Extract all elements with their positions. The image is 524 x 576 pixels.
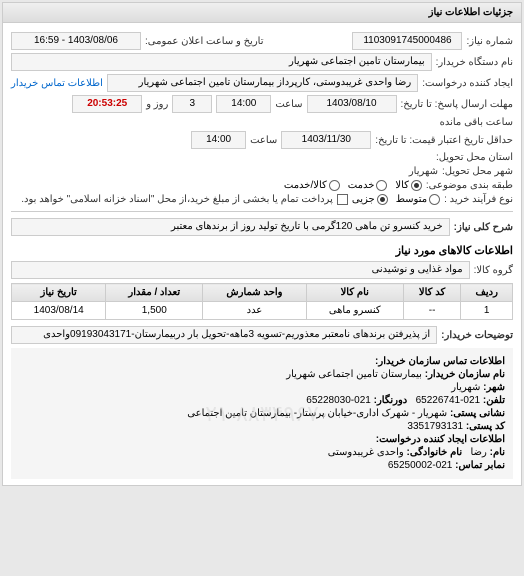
panel-title: جزئیات اطلاعات نیاز <box>3 3 521 23</box>
cell: 1,500 <box>106 302 203 320</box>
c-fax: 021-65228030 <box>306 395 371 406</box>
buyer-org-field: بیمارستان تامین اجتماعی شهریار <box>11 53 432 71</box>
c-city-label: شهر: <box>483 382 505 393</box>
notes-label: توضیحات خریدار: <box>441 330 513 341</box>
goods-title: اطلاعات کالاهای مورد نیاز <box>11 244 513 257</box>
cell: کنسرو ماهی <box>306 302 403 320</box>
treasury-checkbox[interactable] <box>337 194 348 205</box>
col-0: ردیف <box>461 284 513 302</box>
contact-link[interactable]: اطلاعات تماس خریدار <box>11 78 103 89</box>
col-4: تعداد / مقدار <box>106 284 203 302</box>
c-tel: 021-65226741 <box>416 395 481 406</box>
c-fax-label: دورنگار: <box>374 395 408 406</box>
requester-label: ایجاد کننده درخواست: <box>422 78 513 89</box>
r-family: واحدی غریبدوستی <box>328 447 404 458</box>
radio-icon <box>377 194 388 205</box>
type-opt-1[interactable]: جزیی <box>352 194 388 205</box>
contact-block: ۰۲۱-۸۸۳۴۹۶۷۰ اطلاعات تماس سازمان خریدار:… <box>11 348 513 479</box>
deadline-label: مهلت ارسال پاسخ: تا تاریخ: <box>401 99 513 110</box>
c-org: بیمارستان تامین اجتماعی شهریار <box>286 369 422 380</box>
countdown-field: 20:53:25 <box>72 95 142 113</box>
contact-title: اطلاعات تماس سازمان خریدار: <box>375 356 505 367</box>
time-label-1: ساعت <box>275 99 302 110</box>
deadline-time: 14:00 <box>216 95 271 113</box>
delivery-city-label: شهر محل تحویل: <box>442 166 513 177</box>
desc-field: خرید کنسرو تن ماهی 120گرمی با تاریخ تولی… <box>11 218 450 236</box>
pack-radio-group: کالا خدمت کالا/خدمت <box>284 180 422 191</box>
cell: 1 <box>461 302 513 320</box>
type-label: نوع فرآیند خرید : <box>444 194 513 205</box>
cell: -- <box>403 302 461 320</box>
validity-time: 14:00 <box>191 131 246 149</box>
table-header-row: ردیف کد کالا نام کالا واحد شمارش تعداد /… <box>12 284 513 302</box>
validity-label: حداقل تاریخ اعتبار قیمت: تا تاریخ: <box>375 135 513 146</box>
c-post: 3351793131 <box>407 421 463 432</box>
buyer-org-label: نام دستگاه خریدار: <box>436 57 513 68</box>
need-no-field: 1103091745000486 <box>352 32 462 50</box>
time-label-2: ساعت <box>250 135 277 146</box>
c-addr: شهریار - شهرک اداری-خیابان پرستار- بیمار… <box>187 408 447 419</box>
col-1: کد کالا <box>403 284 461 302</box>
type-note: پرداخت تمام یا بخشی از مبلغ خرید،از محل … <box>21 194 333 205</box>
c-post-label: کد پستی: <box>466 421 505 432</box>
type-radio-group: متوسط جزیی <box>352 194 440 205</box>
c-city: شهریار <box>451 382 480 393</box>
type-opt-0[interactable]: متوسط <box>396 194 440 205</box>
requester-field: رضا واحدی غریبدوستی، کارپرداز بیمارستان … <box>107 74 418 92</box>
delivery-prov-label: استان محل تحویل: <box>436 152 513 163</box>
group-label: گروه کالا: <box>474 265 513 276</box>
pack-opt-2[interactable]: کالا/خدمت <box>284 180 340 191</box>
r-tel-label: نمابر تماس: <box>455 460 505 471</box>
r-name: رضا <box>470 447 486 458</box>
pack-opt-0[interactable]: کالا <box>395 180 422 191</box>
radio-icon <box>376 180 387 191</box>
announce-label: تاریخ و ساعت اعلان عمومی: <box>145 36 264 47</box>
r-tel: 021-65250002 <box>388 460 453 471</box>
pack-opt-1[interactable]: خدمت <box>348 180 388 191</box>
radio-icon <box>329 180 340 191</box>
cell: عدد <box>203 302 307 320</box>
c-org-label: نام سازمان خریدار: <box>425 369 505 380</box>
need-no-label: شماره نیاز: <box>466 36 513 47</box>
separator <box>11 211 513 212</box>
remain-label: ساعت باقی مانده <box>440 117 513 128</box>
deadline-date: 1403/08/10 <box>307 95 397 113</box>
goods-table: ردیف کد کالا نام کالا واحد شمارش تعداد /… <box>11 283 513 320</box>
desc-label: شرح کلی نیاز: <box>454 222 513 233</box>
col-2: نام کالا <box>306 284 403 302</box>
validity-date: 1403/11/30 <box>281 131 371 149</box>
cell: 1403/08/14 <box>12 302 106 320</box>
col-3: واحد شمارش <box>203 284 307 302</box>
req-title: اطلاعات ایجاد کننده درخواست: <box>376 434 505 445</box>
col-5: تاریخ نیاز <box>12 284 106 302</box>
table-row: 1 -- کنسرو ماهی عدد 1,500 1403/08/14 <box>12 302 513 320</box>
notes-field: از پذیرفتن برندهای نامعتبر معذوریم-تسویه… <box>11 326 437 344</box>
r-family-label: نام خانوادگی: <box>407 447 463 458</box>
c-addr-label: نشانی پستی: <box>450 408 505 419</box>
c-tel-label: تلفن: <box>483 395 505 406</box>
days-label: روز و <box>146 99 168 110</box>
details-panel: جزئیات اطلاعات نیاز شماره نیاز: 11030917… <box>2 2 522 486</box>
group-field: مواد غذایی و نوشیدنی <box>11 261 470 279</box>
panel-content: شماره نیاز: 1103091745000486 تاریخ و ساع… <box>3 23 521 485</box>
radio-icon <box>429 194 440 205</box>
r-name-label: نام: <box>490 447 505 458</box>
announce-field: 1403/08/06 - 16:59 <box>11 32 141 50</box>
radio-icon <box>411 180 422 191</box>
delivery-city: شهریار <box>409 166 438 177</box>
pack-label: طبقه بندی موضوعی: <box>426 180 513 191</box>
remain-days: 3 <box>172 95 212 113</box>
